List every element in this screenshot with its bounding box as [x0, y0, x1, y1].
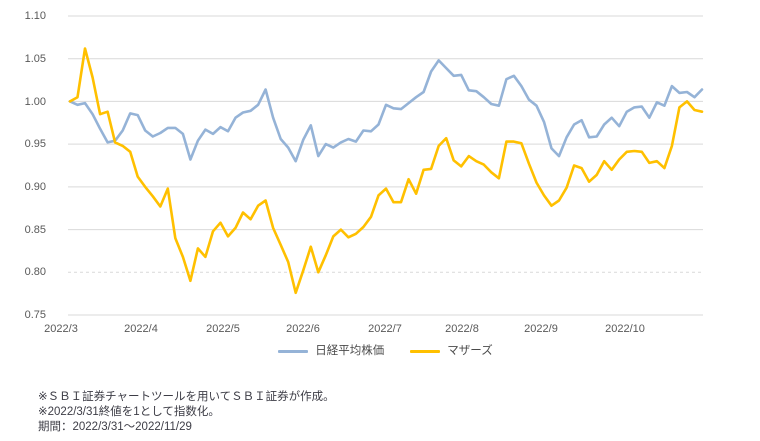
- footnote-period: 期間：2022/3/31～2022/11/29: [38, 421, 192, 433]
- nikkei-line: [68, 59, 704, 163]
- y-tick-label: 1.05: [24, 53, 46, 65]
- legend-label-mothers: マザーズ: [447, 345, 493, 357]
- legend-item-nikkei: 日経平均株価: [278, 344, 384, 358]
- nikkei-legend-line-swatch: [278, 349, 309, 353]
- x-tick-label: 2022/4: [124, 323, 158, 335]
- footnote-indexing: ※2022/3/31終値を1として指数化。: [38, 406, 220, 418]
- x-tick-label: 2022/10: [605, 323, 645, 335]
- y-tick-label: 0.75: [24, 309, 46, 321]
- y-tick-label: 1.10: [24, 10, 46, 22]
- legend-item-mothers: マザーズ: [410, 344, 493, 358]
- x-tick-label: 2022/8: [445, 323, 479, 335]
- plot-area: [68, 15, 704, 316]
- mothers-line: [68, 47, 704, 295]
- x-tick-label: 2022/5: [206, 323, 240, 335]
- legend: 日経平均株価 マザーズ: [68, 344, 703, 358]
- mothers-legend-line-swatch: [410, 349, 441, 353]
- x-tick-label: 2022/9: [524, 323, 558, 335]
- footnotes: ※ＳＢＩ証券チャートツールを用いてＳＢＩ証券が作成。 ※2022/3/31終値を…: [38, 390, 335, 435]
- x-tick-label: 2022/3: [44, 323, 78, 335]
- y-tick-label: 0.95: [24, 138, 46, 150]
- y-tick-label: 0.85: [24, 224, 46, 236]
- y-tick-label: 0.80: [24, 266, 46, 278]
- footnote-source: ※ＳＢＩ証券チャートツールを用いてＳＢＩ証券が作成。: [38, 391, 335, 403]
- legend-label-nikkei: 日経平均株価: [315, 345, 385, 357]
- x-tick-label: 2022/6: [286, 323, 320, 335]
- y-tick-label: 0.90: [24, 181, 46, 193]
- x-tick-label: 2022/7: [368, 323, 402, 335]
- y-tick-label: 1.00: [24, 96, 46, 108]
